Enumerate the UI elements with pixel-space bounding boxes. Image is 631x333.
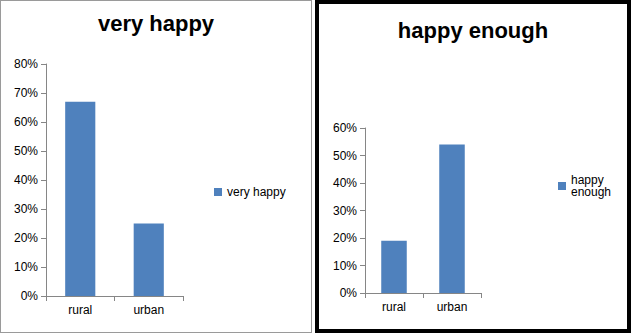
svg-text:urban: urban: [133, 303, 164, 317]
svg-text:urban: urban: [437, 300, 468, 314]
svg-text:enough: enough: [571, 185, 611, 199]
svg-text:0%: 0%: [21, 289, 39, 303]
svg-text:30%: 30%: [14, 202, 38, 216]
svg-text:very happy: very happy: [227, 185, 286, 199]
svg-text:0%: 0%: [340, 286, 358, 300]
svg-text:rural: rural: [382, 300, 406, 314]
svg-text:60%: 60%: [333, 121, 357, 135]
svg-text:50%: 50%: [14, 144, 38, 158]
svg-text:10%: 10%: [14, 260, 38, 274]
svg-text:rural: rural: [68, 303, 92, 317]
svg-text:happy enough: happy enough: [398, 18, 548, 43]
svg-text:50%: 50%: [333, 149, 357, 163]
svg-text:very happy: very happy: [98, 11, 215, 36]
svg-text:20%: 20%: [333, 231, 357, 245]
svg-text:70%: 70%: [14, 86, 38, 100]
svg-text:40%: 40%: [333, 176, 357, 190]
svg-text:30%: 30%: [333, 204, 357, 218]
svg-text:60%: 60%: [14, 115, 38, 129]
svg-text:happy: happy: [571, 173, 607, 187]
svg-text:20%: 20%: [14, 231, 38, 245]
svg-text:80%: 80%: [14, 57, 38, 71]
svg-text:10%: 10%: [333, 259, 357, 273]
svg-text:40%: 40%: [14, 173, 38, 187]
